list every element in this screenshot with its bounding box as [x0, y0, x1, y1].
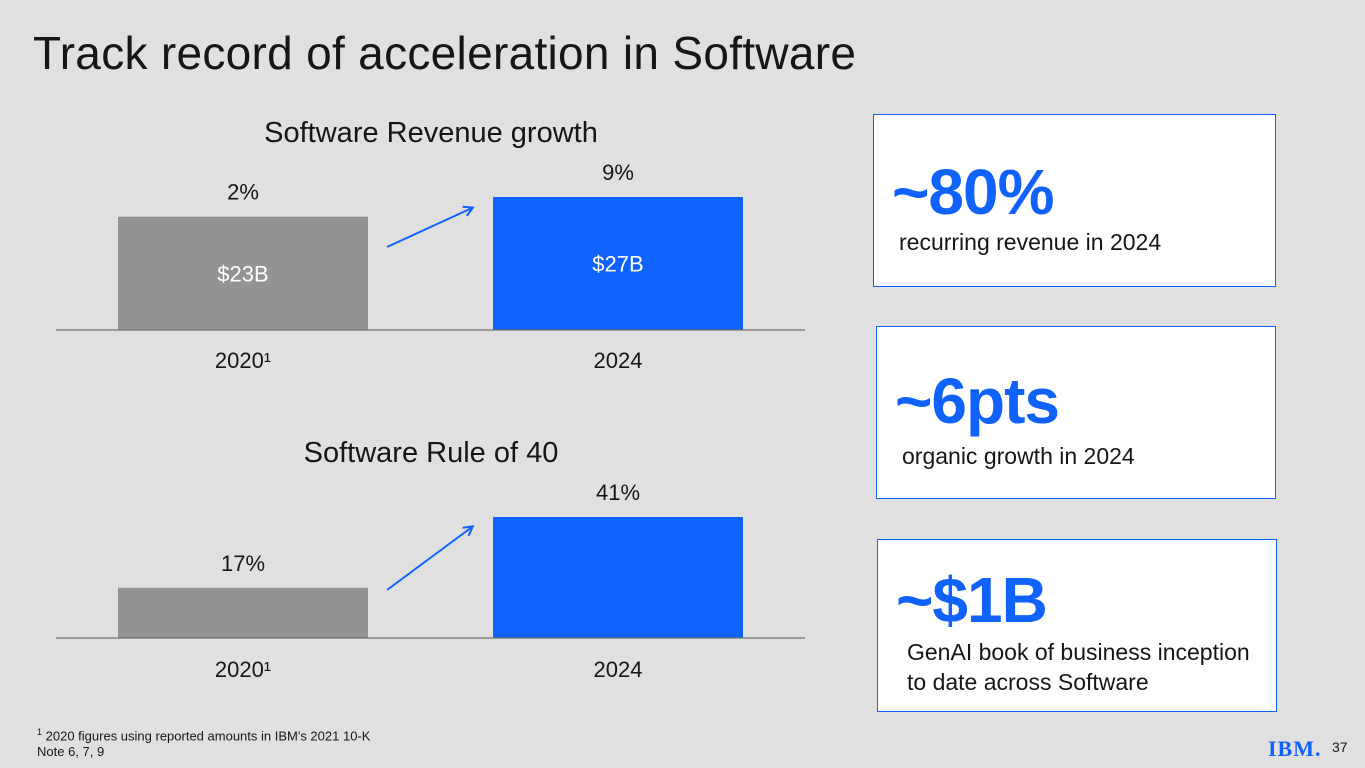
chart-2-category-2: 2024	[594, 657, 643, 682]
stat-value-organic: ~6pts	[895, 365, 1060, 437]
chart-1-growth-arrow	[386, 208, 472, 248]
chart-1-bar-label-2: $27B	[592, 252, 643, 277]
chart-1-bar-label-1: $23B	[217, 261, 268, 286]
footnote-line-2: Note 6, 7, 9	[37, 744, 105, 760]
chart-1-top-label-2: 9%	[602, 160, 634, 185]
footnote-marker: 1	[37, 727, 43, 737]
chart-2-top-label-1: 17%	[221, 551, 265, 576]
stat-desc-recurring: recurring revenue in 2024	[899, 229, 1162, 255]
chart-1-top-label-1: 2%	[227, 180, 259, 205]
chart-2-bar-2	[493, 517, 743, 638]
page-number: 37	[1332, 739, 1348, 755]
page-title: Track record of acceleration in Software	[33, 27, 857, 79]
chart-2-growth-arrow	[386, 527, 472, 591]
stat-value-recurring: ~80%	[892, 156, 1054, 228]
footnote-line-1: 2020 figures using reported amounts in I…	[45, 728, 371, 744]
stat-card-organic: ~6pts organic growth in 2024	[876, 326, 1276, 499]
chart-1-title: Software Revenue growth	[264, 117, 598, 149]
stat-desc-organic: organic growth in 2024	[902, 443, 1135, 469]
ibm-logo: IBM.	[1268, 736, 1322, 761]
stat-desc-genai: GenAI book of business inception to date…	[907, 639, 1250, 695]
chart-2-category-1: 2020¹	[215, 657, 271, 682]
chart-2-bar-1	[118, 587, 368, 638]
chart-2-top-label-2: 41%	[596, 480, 640, 505]
charts-area: Software Revenue growth 2% $23B 2020¹ 9% $27B…	[56, 117, 805, 682]
stat-card-recurring: ~80% recurring revenue in 2024	[873, 114, 1276, 287]
stat-card-genai: ~$1B GenAI book of business inception to…	[877, 539, 1277, 712]
chart-1-bar-2	[493, 197, 743, 330]
footnote: 1 2020 figures using reported amounts in…	[37, 724, 370, 760]
stat-value-genai: ~$1B	[896, 564, 1048, 636]
chart-1-category-1: 2020¹	[215, 348, 271, 373]
chart-2-title: Software Rule of 40	[304, 437, 559, 469]
chart-1-category-2: 2024	[594, 348, 643, 373]
chart-1-bar-1	[118, 216, 368, 330]
